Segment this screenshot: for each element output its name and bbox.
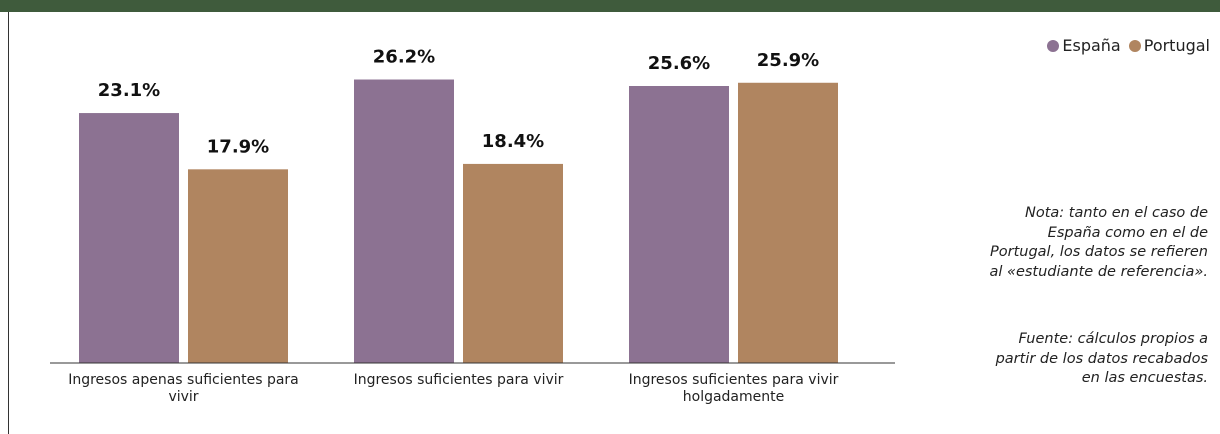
x-tick-label: Ingresos suficientes para vivir holgadam…: [628, 372, 839, 405]
legend-item: Portugal: [1128, 36, 1210, 55]
bar: [188, 169, 288, 363]
bar: [463, 163, 563, 363]
data-label: 17.9%: [207, 136, 269, 157]
x-tick-label: Ingresos suficientes para vivir: [353, 372, 564, 388]
data-label: 25.9%: [757, 50, 819, 71]
bar: [629, 86, 729, 364]
data-label: 23.1%: [98, 80, 160, 101]
data-label: 18.4%: [482, 131, 544, 152]
bar: [738, 82, 838, 364]
legend-label: España: [1062, 36, 1121, 55]
note: Nota: tanto en el caso de España como en…: [989, 205, 1208, 280]
legend: España Portugal: [1047, 36, 1210, 55]
bar: [354, 79, 454, 364]
source-note: Fuente: cálculos propios a partir de los…: [995, 331, 1208, 386]
x-tick-label: Ingresos apenas suficientes para vivir: [68, 372, 299, 405]
data-label: 26.2%: [373, 47, 435, 68]
legend-label: Portugal: [1143, 36, 1210, 55]
top-band: [0, 0, 1220, 12]
legend-swatch: [1128, 40, 1141, 52]
legend-item: España: [1047, 36, 1121, 55]
legend-swatch: [1047, 40, 1060, 52]
data-label: 25.6%: [648, 53, 710, 74]
bar: [79, 113, 179, 363]
